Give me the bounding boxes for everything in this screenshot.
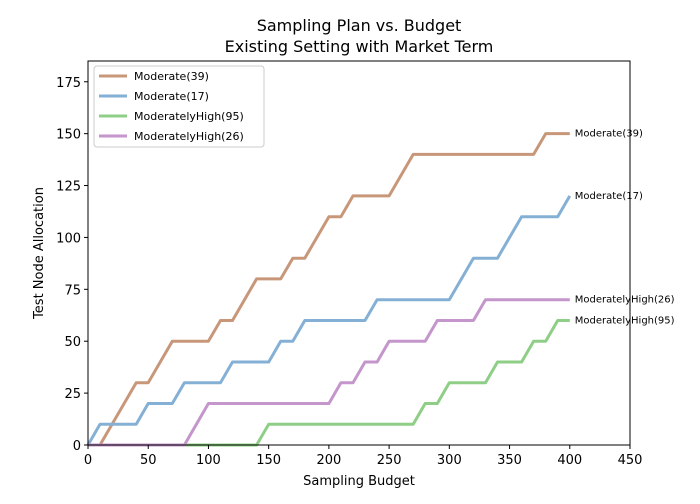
y-tick-label-0: 0 [73, 439, 81, 454]
x-axis-label: Sampling Budget [303, 474, 415, 489]
y-tick-label-3: 75 [64, 283, 81, 298]
y-axis-ticks: 0 25 50 75 100 125 150 175 [56, 76, 88, 454]
x-tick-label-9: 450 [618, 453, 643, 468]
legend-label-3: ModeratelyHigh(26) [134, 130, 244, 143]
series-line-0 [88, 132, 570, 447]
y-tick-label-2: 50 [64, 335, 81, 350]
end-label-layer: Moderate(39) Moderate(17) ModeratelyHigh(9… [575, 129, 675, 327]
legend-box [93, 65, 265, 148]
series-line-3 [88, 298, 570, 447]
series-end-label-1: Moderate(17) [575, 191, 643, 202]
x-tick-label-5: 250 [377, 453, 402, 468]
x-tick-label-1: 50 [140, 453, 157, 468]
legend-label-2: ModeratelyHigh(95) [134, 110, 244, 123]
series-layer [86, 132, 572, 447]
x-tick-label-8: 400 [557, 453, 582, 468]
y-tick-label-5: 125 [56, 180, 81, 195]
x-tick-label-2: 100 [196, 453, 221, 468]
legend-label-1: Moderate(17) [134, 90, 209, 103]
series-end-label-3: ModeratelyHigh(26) [575, 295, 675, 306]
y-axis-label: Test Node Allocation [32, 187, 47, 320]
x-tick-label-7: 350 [497, 453, 522, 468]
chart-subtitle: Existing Setting with Market Term [225, 37, 494, 56]
y-tick-label-1: 25 [64, 387, 81, 402]
plot-frame [87, 60, 631, 446]
x-tick-label-3: 150 [256, 453, 281, 468]
series-line-2 [88, 319, 570, 447]
x-axis-ticks: 0 50 100 150 200 250 300 350 400 450 [84, 445, 643, 468]
series-end-label-2: ModeratelyHigh(95) [575, 315, 675, 326]
legend: Moderate(39) Moderate(17) ModeratelyHigh(9… [93, 65, 265, 148]
chart-title: Sampling Plan vs. Budget [257, 16, 462, 35]
legend-label-0: Moderate(39) [134, 70, 209, 83]
x-tick-label-0: 0 [84, 453, 92, 468]
y-tick-label-4: 100 [56, 231, 81, 246]
y-tick-label-7: 175 [56, 76, 81, 91]
x-tick-label-6: 300 [437, 453, 462, 468]
series-end-label-0: Moderate(39) [575, 129, 643, 140]
x-tick-label-4: 200 [316, 453, 341, 468]
series-line-1 [86, 195, 572, 446]
y-tick-label-6: 150 [56, 128, 81, 143]
